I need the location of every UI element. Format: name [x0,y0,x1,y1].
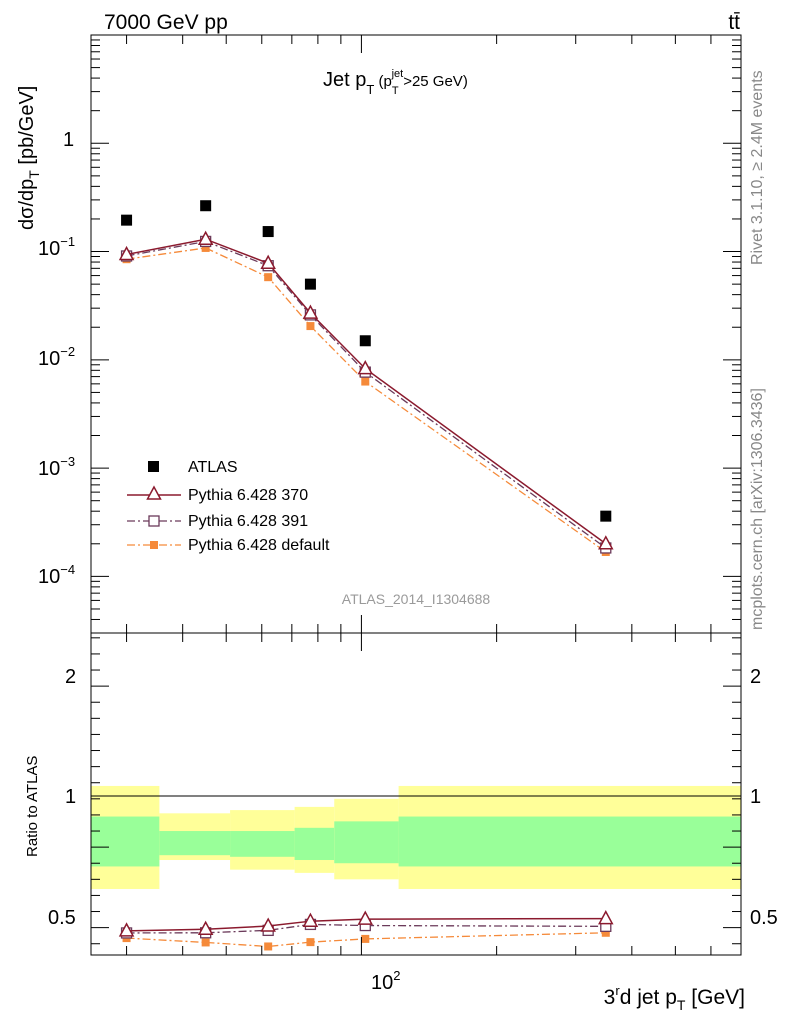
y-tick-label-1e-3: 10−3 [38,454,75,480]
data-point-p370 [598,535,614,550]
ratio-y-axis-label: Ratio to ATLAS [24,756,41,857]
y-tick-label-1: 1 [63,129,74,151]
legend-marker-default [150,541,158,549]
data-point-atlas [200,200,212,212]
ratio-point-p370 [357,910,374,925]
legend-label-p370: Pythia 6.428 370 [188,487,308,504]
ratio-point-p370 [118,922,135,937]
data-point-p370 [197,230,214,245]
analysis-watermark: ATLAS_2014_I1304688 [342,591,491,607]
series-line-default [126,247,607,553]
ratio-point-p370 [302,912,319,927]
ratio-tick-label-1: 1 [65,786,76,808]
y-axis-label: dσ/dpT [pb/GeV] [16,86,42,230]
legend-marker-atlas [148,461,159,472]
ratio-tick-label-0-5-right: 0.5 [750,907,778,929]
ratio-line-default [126,932,606,948]
mcplots-text: mcplots.cern.ch [arXiv:1306.3436] [749,388,766,630]
data-point-atlas [359,335,371,347]
ratio-point-p370 [260,917,276,932]
ratio-uncertainty-bands [91,785,741,889]
ratio-point-p370 [598,910,614,925]
ratio-tick-label-2: 2 [65,666,76,688]
energy-label: 7000 GeV pp [104,11,228,34]
ratio-axis-ticks [91,633,742,955]
legend-item-p391: Pythia 6.428 391 [127,513,308,530]
data-point-atlas [121,214,133,226]
data-point-default [264,273,273,282]
ratio-point-default [601,928,610,937]
series-line-p370 [126,238,607,545]
legend-label-default: Pythia 6.428 default [188,537,330,554]
main-data-layer [118,200,614,556]
data-point-atlas [304,278,316,290]
rivet-version-text: Rivet 3.1.10, ≥ 2.4M events [749,70,766,265]
main-panel: Jet pT (pTjet>25 GeV) dσ/dpT [pb/GeV] 1 … [16,34,742,634]
ratio-point-p370 [197,920,214,935]
ratio-line-p370 [126,917,606,932]
y-tick-label-1e-4: 10−4 [38,562,75,588]
ratio-series-group [118,910,614,951]
ratio-point-default [264,942,273,951]
data-point-atlas [262,226,274,238]
y-tick-label-1e-2: 10−2 [38,344,75,370]
legend-item-default: Pythia 6.428 default [127,537,330,554]
ratio-tick-labels-left: 2 1 0.5 [48,666,76,929]
ratio-panel: Ratio to ATLAS 2 1 0.5 2 1 0.5 102 3rd j… [24,632,778,1013]
plot-title: Jet pT (pTjet>25 GeV) [323,68,468,97]
x-axis-label: 3rd jet pT [GeV] [604,983,745,1013]
data-point-p370 [260,254,276,269]
main-axis-ticks [91,34,742,634]
y-tick-labels: 1 10−1 10−2 10−3 10−4 [38,129,75,588]
series-line-p391 [126,240,607,549]
ratio-point-default [361,934,370,943]
data-point-p370 [302,304,319,319]
data-point-atlas [600,510,612,522]
legend-label-p391: Pythia 6.428 391 [188,513,308,530]
legend-label-atlas: ATLAS [188,459,238,476]
ratio-tick-label-0-5: 0.5 [48,907,76,929]
data-point-p370 [357,360,374,375]
legend-item-atlas: ATLAS [148,459,238,476]
legend-marker-p391 [148,515,160,527]
legend: ATLAS Pythia 6.428 370 Pythia 6.428 391 … [127,459,330,554]
ratio-tick-label-2-right: 2 [750,666,761,688]
data-point-default [201,243,210,252]
ratio-frame [90,632,742,956]
y-tick-label-1e-1: 10−1 [38,234,75,260]
data-point-p370 [118,245,135,261]
x-tick-label-100: 102 [371,968,400,994]
uncertainty-band-inner [159,831,231,856]
process-label: tt̄ [728,11,740,34]
ratio-line-p391 [126,923,606,934]
legend-item-p370: Pythia 6.428 370 [127,485,308,504]
data-point-default [306,322,315,331]
uncertainty-band-inner [294,827,335,861]
data-point-default [361,377,370,386]
ratio-data-layer [118,910,614,951]
ratio-tick-labels-right: 2 1 0.5 [750,666,778,929]
legend-marker-p370 [146,485,162,500]
ratio-tick-label-1-right: 1 [750,786,761,808]
uncertainty-band-inner [91,816,160,867]
uncertainty-band-inner [230,831,295,857]
uncertainty-band-inner [334,821,399,864]
ratio-point-default [201,938,210,947]
uncertainty-band-inner [398,816,741,867]
ratio-point-default [306,938,315,947]
